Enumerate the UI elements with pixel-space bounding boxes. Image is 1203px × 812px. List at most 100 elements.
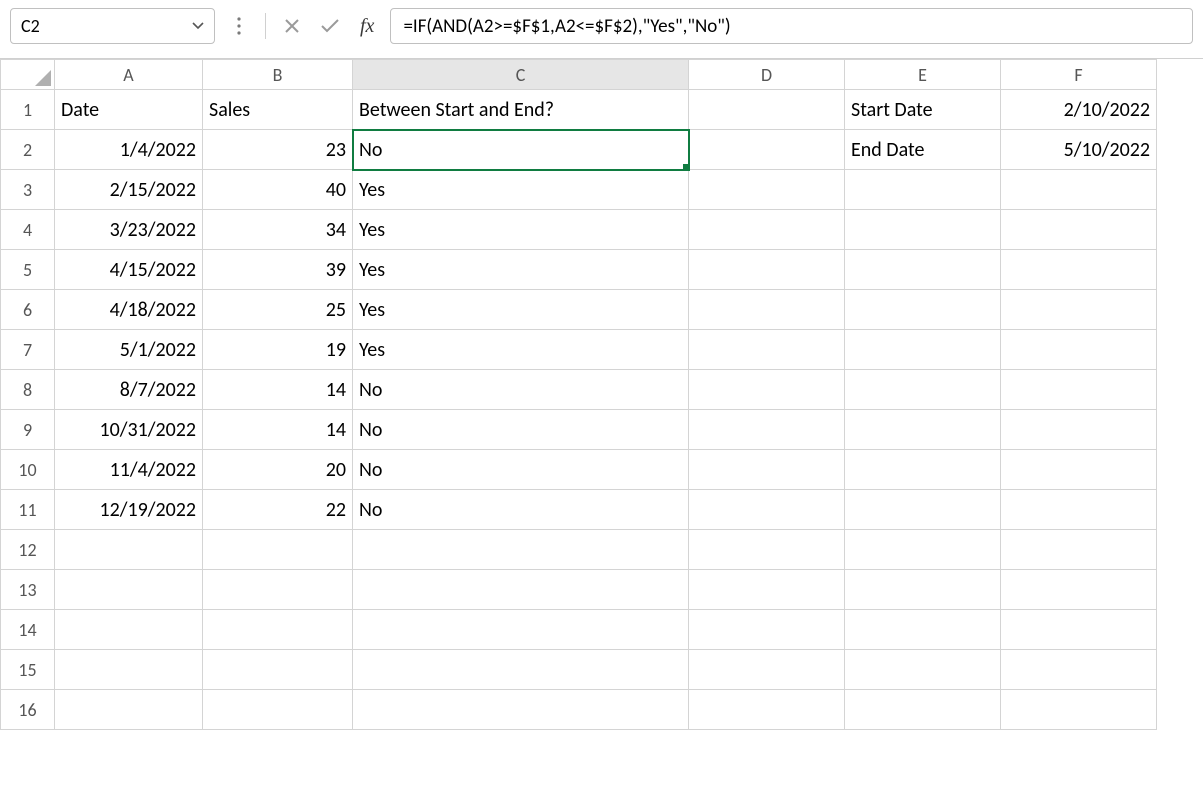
cell-F10[interactable] <box>1001 450 1157 490</box>
cell-F4[interactable] <box>1001 210 1157 250</box>
cell-E15[interactable] <box>845 650 1001 690</box>
cell-A3[interactable]: 2/15/2022 <box>55 170 203 210</box>
cell-F12[interactable] <box>1001 530 1157 570</box>
cell-B10[interactable]: 20 <box>203 450 353 490</box>
cell-E2[interactable]: End Date <box>845 130 1001 170</box>
cell-D15[interactable] <box>689 650 845 690</box>
cell-F8[interactable] <box>1001 370 1157 410</box>
column-header-A[interactable]: A <box>55 60 203 90</box>
column-header-D[interactable]: D <box>689 60 845 90</box>
cell-E14[interactable] <box>845 610 1001 650</box>
column-header-E[interactable]: E <box>845 60 1001 90</box>
cell-D3[interactable] <box>689 170 845 210</box>
cell-A13[interactable] <box>55 570 203 610</box>
cell-C7[interactable]: Yes <box>353 330 689 370</box>
cell-A5[interactable]: 4/15/2022 <box>55 250 203 290</box>
row-header-13[interactable]: 13 <box>1 570 55 610</box>
cell-B9[interactable]: 14 <box>203 410 353 450</box>
cell-F7[interactable] <box>1001 330 1157 370</box>
cell-E3[interactable] <box>845 170 1001 210</box>
cell-C13[interactable] <box>353 570 689 610</box>
row-header-10[interactable]: 10 <box>1 450 55 490</box>
cell-E4[interactable] <box>845 210 1001 250</box>
column-header-B[interactable]: B <box>203 60 353 90</box>
cell-A1[interactable]: Date <box>55 90 203 130</box>
cancel-icon[interactable] <box>280 14 304 38</box>
cell-B13[interactable] <box>203 570 353 610</box>
cell-C8[interactable]: No <box>353 370 689 410</box>
row-header-15[interactable]: 15 <box>1 650 55 690</box>
enter-check-icon[interactable] <box>318 14 342 38</box>
vertical-dots-icon[interactable] <box>227 14 251 38</box>
cell-F13[interactable] <box>1001 570 1157 610</box>
select-all-corner[interactable] <box>1 60 55 90</box>
row-header-3[interactable]: 3 <box>1 170 55 210</box>
cell-A7[interactable]: 5/1/2022 <box>55 330 203 370</box>
cell-E13[interactable] <box>845 570 1001 610</box>
cell-B14[interactable] <box>203 610 353 650</box>
cell-B15[interactable] <box>203 650 353 690</box>
cell-C2[interactable]: No <box>353 130 689 170</box>
cell-E11[interactable] <box>845 490 1001 530</box>
cell-C5[interactable]: Yes <box>353 250 689 290</box>
cell-B11[interactable]: 22 <box>203 490 353 530</box>
cell-E8[interactable] <box>845 370 1001 410</box>
cell-D5[interactable] <box>689 250 845 290</box>
cell-E12[interactable] <box>845 530 1001 570</box>
cell-F1[interactable]: 2/10/2022 <box>1001 90 1157 130</box>
cell-D1[interactable] <box>689 90 845 130</box>
cell-E1[interactable]: Start Date <box>845 90 1001 130</box>
row-header-4[interactable]: 4 <box>1 210 55 250</box>
cell-D9[interactable] <box>689 410 845 450</box>
cell-C11[interactable]: No <box>353 490 689 530</box>
cell-A9[interactable]: 10/31/2022 <box>55 410 203 450</box>
cell-E9[interactable] <box>845 410 1001 450</box>
cell-C4[interactable]: Yes <box>353 210 689 250</box>
row-header-2[interactable]: 2 <box>1 130 55 170</box>
cell-D16[interactable] <box>689 690 845 730</box>
cell-A6[interactable]: 4/18/2022 <box>55 290 203 330</box>
cell-C15[interactable] <box>353 650 689 690</box>
row-header-1[interactable]: 1 <box>1 90 55 130</box>
cell-D8[interactable] <box>689 370 845 410</box>
cell-F5[interactable] <box>1001 250 1157 290</box>
cell-F3[interactable] <box>1001 170 1157 210</box>
cell-A4[interactable]: 3/23/2022 <box>55 210 203 250</box>
cell-A12[interactable] <box>55 530 203 570</box>
cell-D10[interactable] <box>689 450 845 490</box>
cell-A10[interactable]: 11/4/2022 <box>55 450 203 490</box>
row-header-14[interactable]: 14 <box>1 610 55 650</box>
cell-B12[interactable] <box>203 530 353 570</box>
cell-F9[interactable] <box>1001 410 1157 450</box>
row-header-5[interactable]: 5 <box>1 250 55 290</box>
cell-F6[interactable] <box>1001 290 1157 330</box>
cell-D14[interactable] <box>689 610 845 650</box>
row-header-8[interactable]: 8 <box>1 370 55 410</box>
cell-D2[interactable] <box>689 130 845 170</box>
row-header-9[interactable]: 9 <box>1 410 55 450</box>
formula-input[interactable]: =IF(AND(A2>=$F$1,A2<=$F$2),"Yes","No") <box>390 8 1193 44</box>
cell-D7[interactable] <box>689 330 845 370</box>
row-header-12[interactable]: 12 <box>1 530 55 570</box>
row-header-11[interactable]: 11 <box>1 490 55 530</box>
cell-E6[interactable] <box>845 290 1001 330</box>
cell-E16[interactable] <box>845 690 1001 730</box>
cell-D4[interactable] <box>689 210 845 250</box>
column-header-F[interactable]: F <box>1001 60 1157 90</box>
row-header-6[interactable]: 6 <box>1 290 55 330</box>
cell-E5[interactable] <box>845 250 1001 290</box>
cell-C10[interactable]: No <box>353 450 689 490</box>
cell-C3[interactable]: Yes <box>353 170 689 210</box>
cell-F15[interactable] <box>1001 650 1157 690</box>
cell-C1[interactable]: Between Start and End? <box>353 90 689 130</box>
cell-A8[interactable]: 8/7/2022 <box>55 370 203 410</box>
cell-C14[interactable] <box>353 610 689 650</box>
cell-B7[interactable]: 19 <box>203 330 353 370</box>
cell-D6[interactable] <box>689 290 845 330</box>
cell-C6[interactable]: Yes <box>353 290 689 330</box>
cell-B8[interactable]: 14 <box>203 370 353 410</box>
cell-B1[interactable]: Sales <box>203 90 353 130</box>
cell-A16[interactable] <box>55 690 203 730</box>
cell-B3[interactable]: 40 <box>203 170 353 210</box>
cell-E7[interactable] <box>845 330 1001 370</box>
